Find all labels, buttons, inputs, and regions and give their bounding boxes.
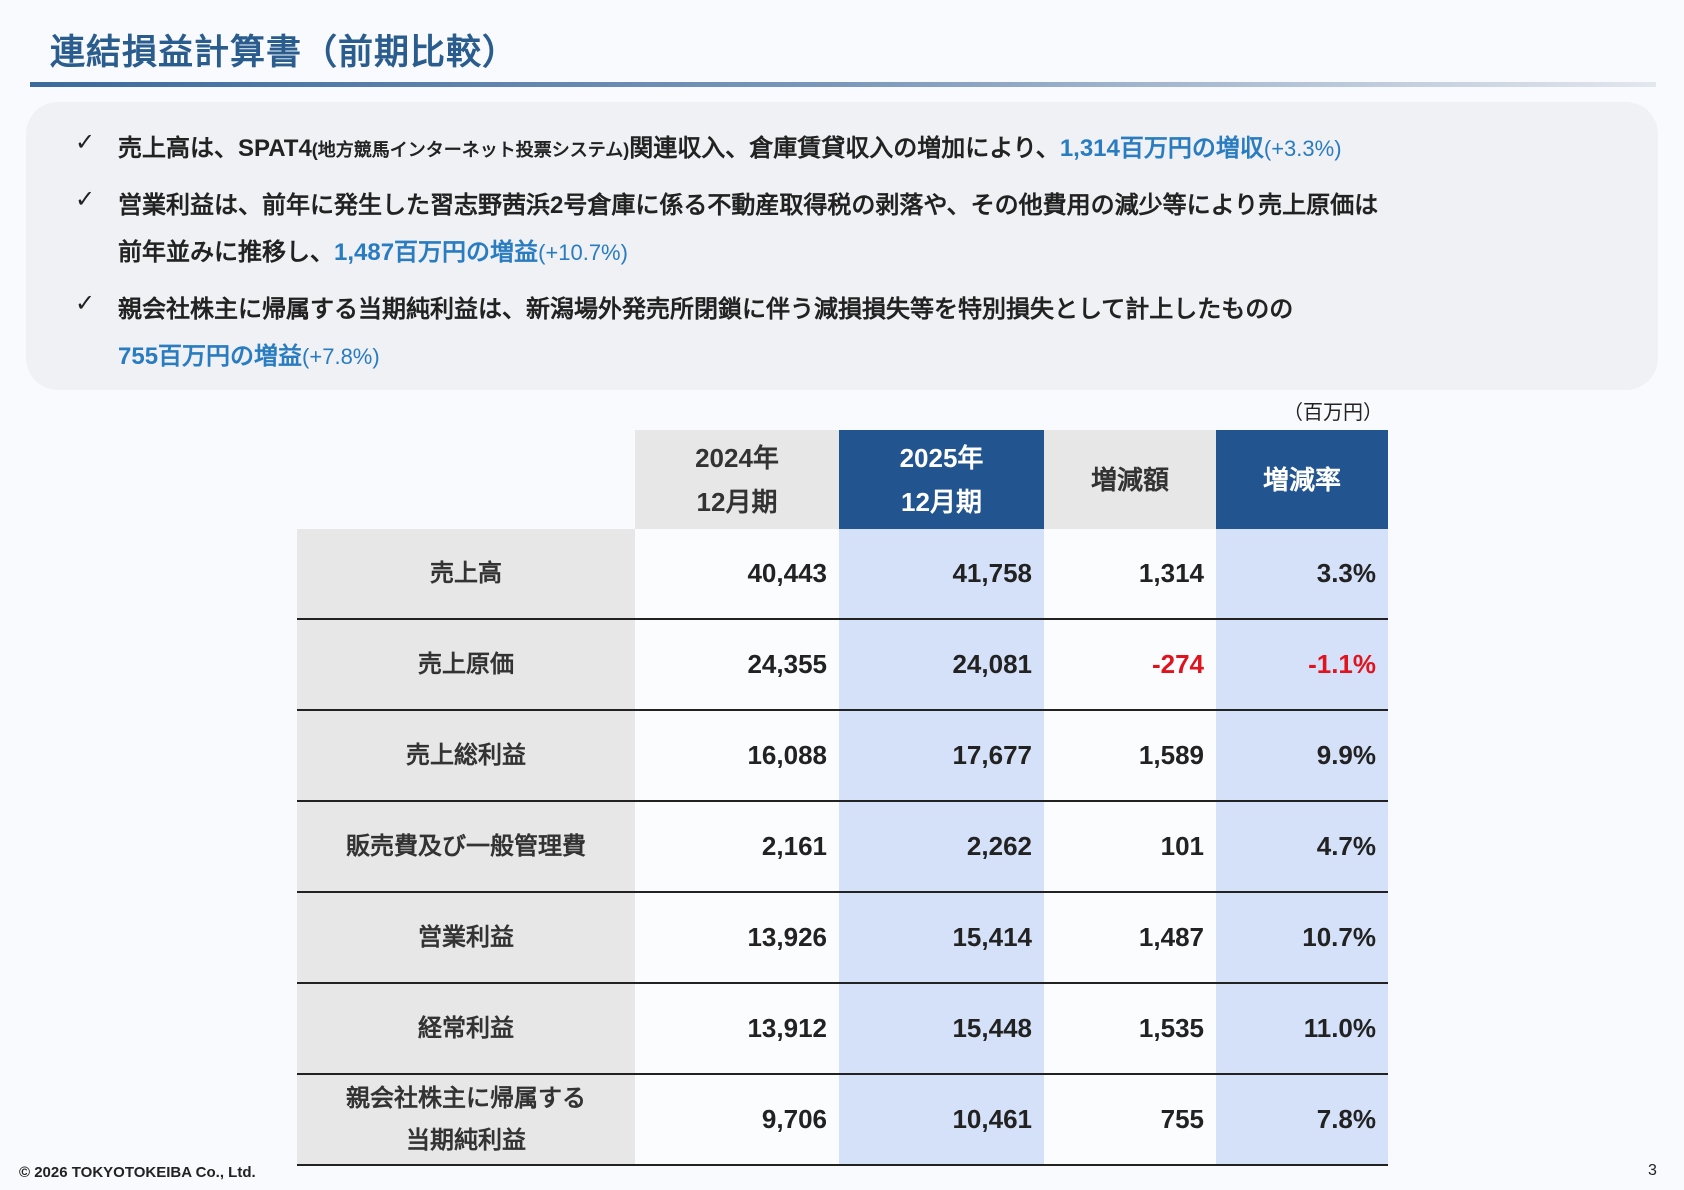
cell-v2024: 24,355 bbox=[635, 619, 839, 711]
table-row: 親会社株主に帰属する 当期純利益 9,706 10,461 755 7.8% bbox=[297, 1074, 1388, 1166]
header-2025: 2025年 12月期 bbox=[839, 430, 1044, 529]
corner-cell bbox=[297, 430, 635, 529]
cell-rate: -1.1% bbox=[1216, 619, 1388, 711]
highlight-pct: (+3.3%) bbox=[1263, 136, 1342, 161]
summary-panel bbox=[26, 102, 1658, 390]
cell-v2024: 40,443 bbox=[635, 529, 839, 620]
highlight-pct: (+7.8%) bbox=[302, 344, 380, 369]
check-icon: ✓ bbox=[75, 290, 96, 317]
text: 関連収入、倉庫賃貸収入の増加により、 bbox=[629, 135, 1060, 162]
text: 経常利益 bbox=[418, 1014, 514, 1042]
copyright: © 2026 TOKYOTOKEIBA Co., Ltd. bbox=[19, 1164, 256, 1181]
text: 親会社株主に帰属する bbox=[346, 1084, 586, 1112]
text: 販売費及び一般管理費 bbox=[346, 832, 586, 860]
cell-rate: 11.0% bbox=[1216, 983, 1388, 1075]
highlight: 755百万円の増益 bbox=[118, 343, 303, 370]
table-row: 販売費及び一般管理費 2,161 2,262 101 4.7% bbox=[297, 801, 1388, 893]
text: 2025年 bbox=[899, 442, 984, 473]
text: 売上高は、SPAT4 bbox=[118, 135, 312, 162]
table-row: 売上高 40,443 41,758 1,314 3.3% bbox=[297, 529, 1388, 620]
table-row: 売上総利益 16,088 17,677 1,589 9.9% bbox=[297, 710, 1388, 802]
table-row: 営業利益 13,926 15,414 1,487 10.7% bbox=[297, 892, 1388, 984]
row-label: 経常利益 bbox=[297, 983, 635, 1075]
cell-v2025: 15,448 bbox=[839, 983, 1044, 1075]
row-label: 営業利益 bbox=[297, 892, 635, 984]
page-number: 3 bbox=[1648, 1162, 1657, 1179]
cell-v2024: 13,912 bbox=[635, 983, 839, 1075]
header-rate: 増減率 bbox=[1216, 430, 1388, 529]
cell-diff: 1,589 bbox=[1044, 710, 1216, 802]
cell-v2025: 10,461 bbox=[839, 1074, 1044, 1166]
text: 売上総利益 bbox=[406, 741, 526, 769]
cell-v2024: 9,706 bbox=[635, 1074, 839, 1166]
check-icon: ✓ bbox=[75, 129, 96, 156]
table-row: 売上原価 24,355 24,081 -274 -1.1% bbox=[297, 619, 1388, 711]
cell-v2024: 13,926 bbox=[635, 892, 839, 984]
unit-label: （百万円） bbox=[1283, 402, 1383, 424]
bullet-netincome-line2: 755百万円の増益(+7.8%) bbox=[118, 336, 380, 371]
cell-diff: 1,535 bbox=[1044, 983, 1216, 1075]
text: 売上高 bbox=[430, 559, 502, 587]
cell-diff: 101 bbox=[1044, 801, 1216, 893]
text: 2024年 bbox=[695, 442, 779, 473]
cell-diff: 1,487 bbox=[1044, 892, 1216, 984]
header-2024: 2024年 12月期 bbox=[635, 430, 839, 529]
cell-rate: 9.9% bbox=[1216, 710, 1388, 802]
text: 当期純利益 bbox=[406, 1126, 526, 1154]
cell-v2025: 17,677 bbox=[839, 710, 1044, 802]
cell-rate: 4.7% bbox=[1216, 801, 1388, 893]
highlight: 1,314百万円の増収 bbox=[1059, 135, 1264, 162]
row-label: 売上高 bbox=[297, 529, 635, 620]
row-label: 販売費及び一般管理費 bbox=[297, 801, 635, 893]
cell-v2025: 15,414 bbox=[839, 892, 1044, 984]
bullet-sales: 売上高は、SPAT4(地方競馬インターネット投票システム)関連収入、倉庫賃貸収入… bbox=[118, 128, 1342, 163]
table-row: 経常利益 13,912 15,448 1,535 11.0% bbox=[297, 983, 1388, 1075]
text: (地方競馬インターネット投票システム) bbox=[311, 140, 630, 160]
text: 売上原価 bbox=[418, 650, 514, 678]
row-label: 売上総利益 bbox=[297, 710, 635, 802]
cell-v2025: 2,262 bbox=[839, 801, 1044, 893]
cell-rate: 7.8% bbox=[1216, 1074, 1388, 1166]
page-title: 連結損益計算書（前期比較） bbox=[50, 33, 519, 72]
cell-diff: 755 bbox=[1044, 1074, 1216, 1166]
cell-v2025: 41,758 bbox=[839, 529, 1044, 620]
bullet-operating-line2: 前年並みに推移し、1,487百万円の増益(+10.7%) bbox=[118, 232, 628, 267]
bullet-netincome-line1: 親会社株主に帰属する当期純利益は、新潟場外発売所閉鎖に伴う減損損失等を特別損失と… bbox=[118, 296, 1294, 323]
title-rule bbox=[30, 82, 1656, 87]
header-diff: 増減額 bbox=[1044, 430, 1216, 529]
text: 12月期 bbox=[901, 486, 982, 517]
cell-rate: 3.3% bbox=[1216, 529, 1388, 620]
highlight: 1,487百万円の増益 bbox=[334, 239, 539, 266]
income-statement-table: 2024年 12月期 2025年 12月期 増減額 増減率 売上高 40,443 41,… bbox=[297, 430, 1388, 1166]
row-label: 親会社株主に帰属する 当期純利益 bbox=[297, 1074, 635, 1166]
bullet-operating-line1: 営業利益は、前年に発生した習志野茜浜2号倉庫に係る不動産取得税の剥落や、その他費… bbox=[118, 192, 1379, 219]
text: 前年並みに推移し、 bbox=[118, 239, 334, 266]
cell-diff: -274 bbox=[1044, 619, 1216, 711]
cell-v2024: 2,161 bbox=[635, 801, 839, 893]
row-label: 売上原価 bbox=[297, 619, 635, 711]
cell-rate: 10.7% bbox=[1216, 892, 1388, 984]
text: 12月期 bbox=[696, 486, 778, 517]
check-icon: ✓ bbox=[75, 186, 96, 213]
cell-diff: 1,314 bbox=[1044, 529, 1216, 620]
cell-v2025: 24,081 bbox=[839, 619, 1044, 711]
text: 営業利益 bbox=[418, 923, 514, 951]
cell-v2024: 16,088 bbox=[635, 710, 839, 802]
highlight-pct: (+10.7%) bbox=[538, 240, 628, 265]
